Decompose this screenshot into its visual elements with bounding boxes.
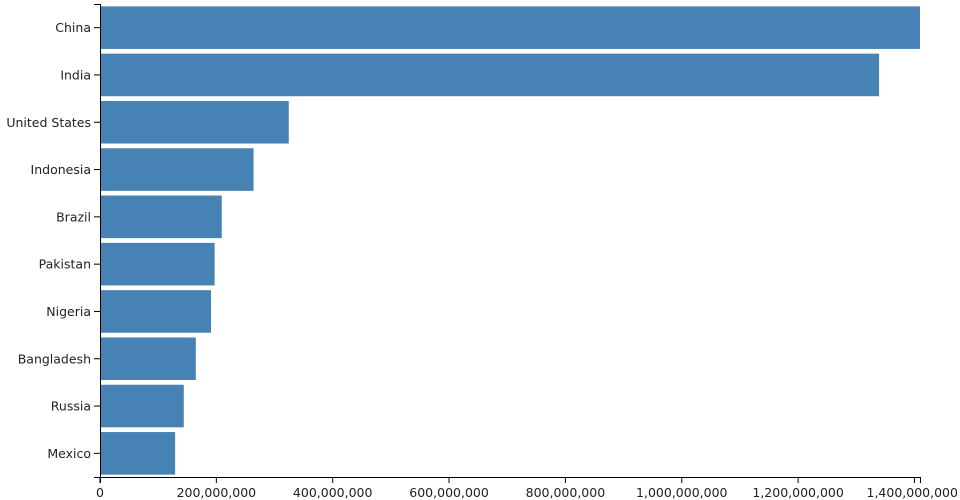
bar-nigeria bbox=[100, 290, 212, 333]
y-tick-label-bangladesh: Bangladesh bbox=[18, 351, 91, 366]
x-tick-label-5: 1,000,000,000 bbox=[636, 485, 727, 500]
y-tick-label-united-states: United States bbox=[6, 115, 91, 130]
bar-brazil bbox=[100, 195, 222, 239]
y-tick-label-russia: Russia bbox=[51, 399, 91, 414]
x-tick-label-1: 200,000,000 bbox=[177, 485, 257, 500]
x-tick-label-6: 1,200,000,000 bbox=[752, 485, 843, 500]
bar-russia bbox=[100, 384, 184, 428]
x-tick-label-4: 800,000,000 bbox=[526, 485, 606, 500]
x-tick-label-7: 1,400,000,000 bbox=[867, 485, 958, 500]
bar-india bbox=[100, 53, 880, 97]
x-tick-label-0: 0 bbox=[96, 485, 104, 500]
y-axis: China India United States Indonesia Brazil Pa… bbox=[6, 4, 101, 478]
bar-indonesia bbox=[100, 148, 254, 191]
bar-bangladesh bbox=[100, 337, 196, 381]
bar-united-states bbox=[100, 100, 289, 144]
bars-group bbox=[100, 6, 920, 475]
y-tick-label-indonesia: Indonesia bbox=[31, 162, 91, 177]
y-tick-label-china: China bbox=[55, 20, 91, 35]
y-tick-label-nigeria: Nigeria bbox=[46, 304, 91, 319]
y-tick-label-mexico: Mexico bbox=[47, 446, 91, 461]
bar-pakistan bbox=[100, 242, 215, 286]
x-axis: 0 200,000,000 400,000,000 600,000,000 800,00… bbox=[96, 477, 958, 500]
y-axis-line bbox=[94, 4, 101, 478]
y-tick-label-india: India bbox=[60, 67, 91, 82]
bar-mexico bbox=[100, 432, 176, 475]
x-axis-line bbox=[100, 477, 921, 483]
bar-china bbox=[100, 6, 920, 49]
y-tick-label-brazil: Brazil bbox=[56, 209, 91, 224]
y-tick-label-pakistan: Pakistan bbox=[39, 257, 91, 272]
x-tick-label-2: 400,000,000 bbox=[293, 485, 373, 500]
x-tick-label-3: 600,000,000 bbox=[409, 485, 489, 500]
